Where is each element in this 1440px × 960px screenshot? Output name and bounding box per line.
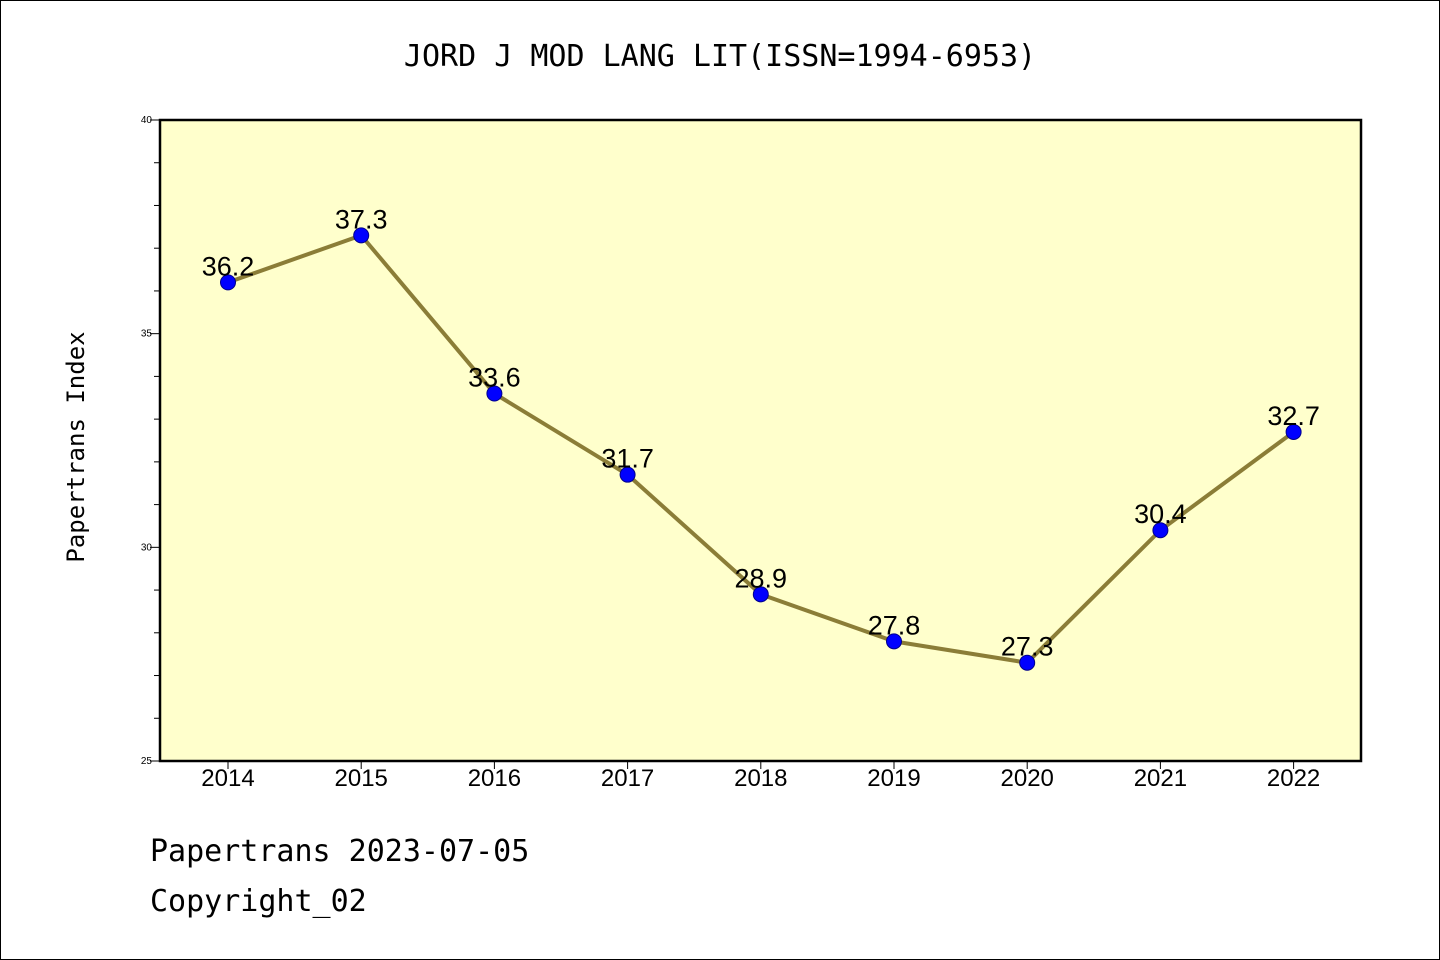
footer-date: Papertrans 2023-07-05 — [150, 834, 530, 869]
data-label: 31.7 — [601, 444, 654, 474]
data-point-marker — [1152, 522, 1169, 539]
y-axis-label: Papertrans Index — [62, 331, 90, 562]
data-point-marker — [1285, 423, 1302, 440]
chart-title: JORD J MOD LANG LIT(ISSN=1994-6953) — [404, 39, 1036, 74]
data-point-marker — [353, 227, 370, 244]
y-tick-label: 40 — [141, 115, 153, 126]
data-label: 36.2 — [202, 251, 255, 281]
x-tick-label: 2020 — [1001, 765, 1054, 792]
data-point-marker — [220, 274, 236, 291]
x-tick-label: 2016 — [468, 765, 521, 792]
x-tick-label: 2018 — [734, 765, 787, 792]
data-point-marker — [886, 633, 902, 650]
data-label: 33.6 — [468, 362, 521, 392]
data-point-marker — [752, 586, 769, 603]
y-tick-label: 35 — [141, 329, 153, 340]
x-tick-label: 2021 — [1134, 765, 1187, 792]
x-tick-label: 2017 — [601, 765, 654, 792]
data-label: 27.8 — [868, 610, 921, 640]
plot-area — [158, 118, 1363, 763]
data-label: 27.3 — [1001, 632, 1054, 662]
data-point-marker — [1019, 654, 1036, 671]
data-label: 30.4 — [1134, 499, 1187, 529]
data-label: 32.7 — [1267, 401, 1320, 431]
y-tick-label: 30 — [141, 542, 153, 553]
data-point-marker — [619, 466, 636, 483]
x-tick-label: 2015 — [335, 765, 388, 792]
x-tick-label: 2019 — [867, 765, 920, 792]
data-label: 28.9 — [735, 563, 788, 593]
data-label: 37.3 — [335, 204, 388, 234]
footer-copyright: Copyright_02 — [150, 884, 367, 919]
data-point-marker — [486, 385, 503, 402]
x-tick-label: 2022 — [1267, 765, 1320, 792]
y-tick-label: 25 — [141, 756, 153, 767]
x-tick-label: 2014 — [201, 765, 254, 792]
